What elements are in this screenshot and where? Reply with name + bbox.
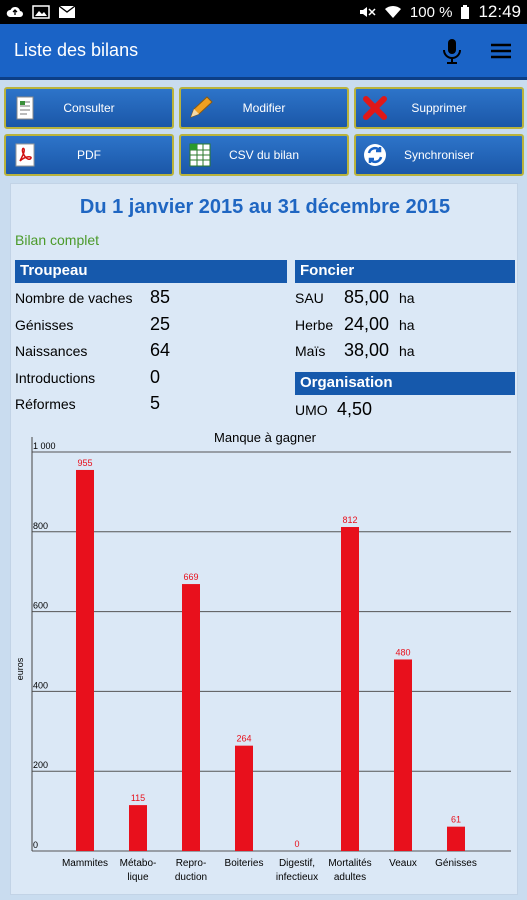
document-icon	[16, 96, 34, 120]
y-tick-label: 1 000	[33, 441, 56, 451]
pdf-icon	[15, 143, 35, 167]
foncier-header: Foncier	[295, 260, 515, 283]
image-icon	[32, 5, 50, 19]
bar-value-label: 812	[342, 515, 357, 525]
x-tick-label: Veaux	[389, 858, 417, 869]
troupeau-row: Naissances 64	[15, 340, 171, 360]
pdf-button[interactable]: PDF	[4, 134, 174, 176]
clock-time: 12:49	[478, 2, 521, 21]
y-tick-label: 800	[33, 521, 48, 531]
chart-bar	[76, 469, 94, 851]
troupeau-header: Troupeau	[15, 260, 287, 283]
red-x-icon	[363, 96, 387, 120]
spreadsheet-icon	[189, 143, 211, 167]
x-tick-label: Boiteries	[225, 858, 264, 869]
bar-value-label: 61	[451, 815, 461, 825]
modifier-button[interactable]: Modifier	[179, 87, 349, 129]
y-tick-label: 200	[33, 760, 48, 770]
bar-value-label: 480	[395, 647, 410, 657]
csv-button[interactable]: CSV du bilan	[179, 134, 349, 176]
manque-a-gagner-chart: Manque à gagner 0 200 400 600 800 1 000 euros 95…	[15, 430, 511, 883]
organisation-row: UMO 4,50	[295, 399, 373, 419]
bar-value-label: 669	[183, 572, 198, 582]
chart-bar	[447, 826, 465, 851]
pencil-icon	[190, 96, 213, 118]
mail-icon	[58, 5, 76, 18]
mute-icon	[359, 7, 376, 17]
bilan-type-label: Bilan complet	[15, 232, 100, 248]
chart-bar	[182, 584, 200, 851]
x-tick-label: Repro-	[176, 858, 207, 869]
foncier-row: SAU 85,00 ha	[295, 287, 415, 307]
y-tick-label: 0	[33, 840, 38, 850]
y-axis-label: euros	[15, 657, 25, 680]
bar-value-label: 115	[131, 793, 145, 803]
foncier-row: Maïs 38,00 ha	[295, 340, 415, 360]
chart-bar	[235, 745, 253, 851]
battery-level: 100 %	[409, 3, 453, 21]
upload-cloud-icon	[6, 6, 23, 17]
period-title: Du 1 janvier 2015 au 31 décembre 2015	[79, 196, 451, 218]
page-title: Liste des bilans	[14, 40, 139, 60]
battery-icon	[461, 5, 470, 19]
x-tick-label: infectieux	[276, 872, 318, 883]
x-tick-label: lique	[127, 872, 149, 883]
x-tick-label: adultes	[334, 872, 366, 883]
x-tick-label: Métabo-	[120, 858, 157, 869]
chart-title: Manque à gagner	[214, 430, 317, 445]
status-bar: 100 % 12:49	[0, 0, 527, 24]
synchroniser-button[interactable]: Synchroniser	[354, 134, 524, 176]
bar-value-label: 955	[77, 458, 92, 468]
sync-icon	[364, 144, 386, 166]
supprimer-button[interactable]: Supprimer	[354, 87, 524, 129]
chart-bar	[341, 527, 359, 851]
troupeau-row: Réformes 5	[15, 393, 161, 413]
chart-bar	[394, 659, 412, 851]
action-buttons: Consulter Modifier Supprimer PDF CSV du …	[4, 87, 524, 176]
troupeau-row: Nombre de vaches 85	[15, 287, 171, 307]
organisation-header: Organisation	[295, 372, 515, 395]
foncier-row: Herbe 24,00 ha	[295, 314, 415, 334]
chart-bar	[129, 805, 147, 851]
bar-value-label: 0	[294, 839, 299, 849]
y-tick-label: 600	[33, 601, 48, 611]
consulter-button[interactable]: Consulter	[4, 87, 174, 129]
app-bar: Liste des bilans	[0, 24, 527, 80]
x-tick-label: Mortalités	[328, 858, 371, 869]
microphone-icon[interactable]	[441, 37, 463, 65]
x-tick-label: duction	[175, 872, 207, 883]
menu-icon[interactable]	[489, 41, 513, 61]
troupeau-row: Génisses 25	[15, 314, 171, 334]
bar-value-label: 264	[236, 734, 251, 744]
bilan-panel: Du 1 janvier 2015 au 31 décembre 2015 Bi…	[10, 183, 518, 895]
x-tick-label: Mammites	[62, 858, 108, 869]
x-tick-label: Digestif,	[279, 858, 315, 869]
x-tick-label: Génisses	[435, 858, 477, 869]
wifi-icon	[384, 5, 401, 18]
troupeau-row: Introductions 0	[15, 367, 161, 387]
y-tick-label: 400	[33, 680, 48, 690]
